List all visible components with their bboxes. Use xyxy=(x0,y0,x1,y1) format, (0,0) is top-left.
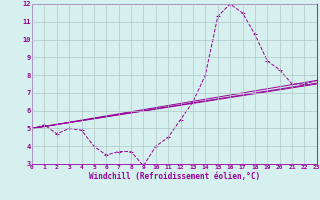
X-axis label: Windchill (Refroidissement éolien,°C): Windchill (Refroidissement éolien,°C) xyxy=(89,172,260,181)
